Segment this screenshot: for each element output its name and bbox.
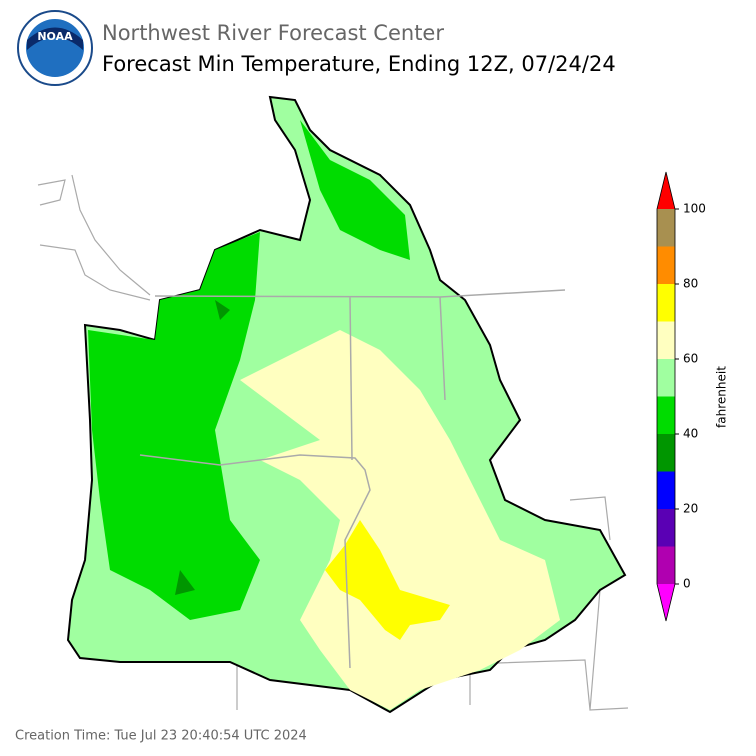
colorbar-tick-label: 40 [683, 427, 698, 441]
colorbar-label: fahrenheit [715, 366, 729, 428]
colorbar-segment [657, 246, 675, 284]
creation-time: Creation Time: Tue Jul 23 20:40:54 UTC 2… [15, 729, 307, 744]
region-40-50 [88, 232, 260, 620]
region-40-50-north [300, 120, 410, 260]
coastline [37, 174, 151, 301]
coastline-outside [37, 174, 629, 711]
colorbar-over [657, 172, 675, 209]
state-border [154, 289, 566, 461]
colorbar-segment [657, 396, 675, 434]
logo-text: NOAA [37, 30, 73, 43]
colorbar-tick-label: 20 [683, 502, 698, 516]
org-name: Northwest River Forecast Center [102, 21, 444, 45]
state-border [236, 496, 629, 711]
colorbar-segment [657, 359, 675, 397]
region-60-70 [240, 330, 560, 710]
colorbar-segment [657, 284, 675, 322]
colorbar-segment [657, 209, 675, 247]
colorbar-tick-label: 100 [683, 202, 706, 216]
colorbar-tick-label: 80 [683, 277, 698, 291]
temperature-map [66, 95, 627, 714]
state-border [139, 454, 371, 669]
colorbar-segment [657, 434, 675, 472]
region-70-80 [325, 520, 450, 640]
colorbar-segment [657, 509, 675, 547]
map-title: Forecast Min Temperature, Ending 12Z, 07… [102, 52, 616, 76]
colorbar: 0 20 40 60 80 100 [656, 171, 706, 622]
colorbar-segment [657, 471, 675, 509]
noaa-logo: NOAA [17, 10, 93, 86]
logo-band [27, 27, 83, 50]
colorbar-tick-label: 0 [683, 577, 691, 591]
colorbar-segment [657, 321, 675, 359]
colorbar-segment [657, 546, 675, 584]
colorbar-under [657, 584, 675, 621]
colorbar-tick-label: 60 [683, 352, 698, 366]
